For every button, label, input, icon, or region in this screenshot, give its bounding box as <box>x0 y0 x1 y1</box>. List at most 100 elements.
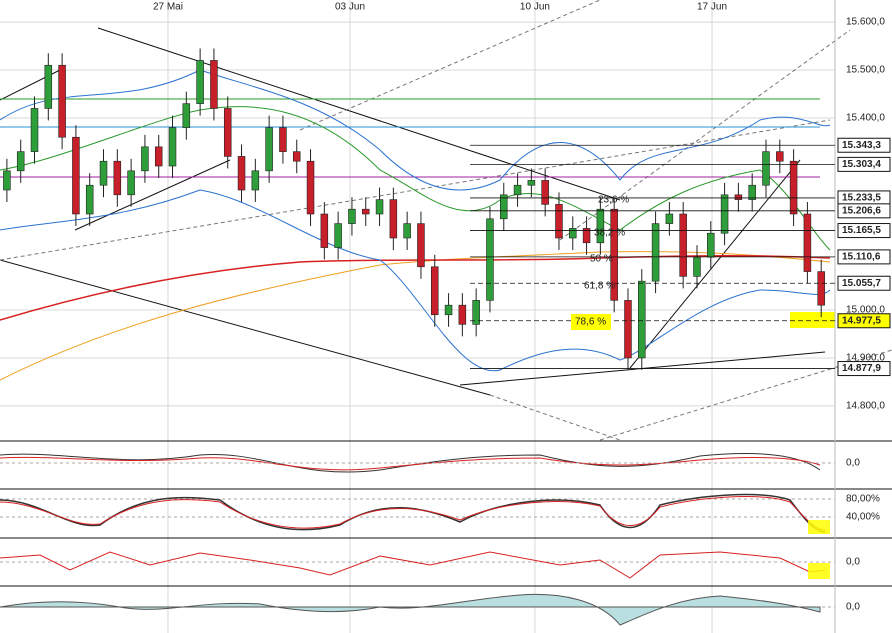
x-tick-label: 27 Mai <box>153 2 183 13</box>
fib-label: 50 % <box>590 254 613 265</box>
moving-average <box>0 251 831 381</box>
candle-body <box>168 127 177 167</box>
macd-line <box>0 453 821 473</box>
candle-body <box>651 223 660 282</box>
level-box <box>837 313 891 329</box>
stochastic <box>0 493 826 533</box>
candle-body <box>527 180 536 186</box>
level-label: 15.303,4 <box>842 159 881 170</box>
fib-label: 23,6 % <box>598 195 629 206</box>
level-label: 15.110,6 <box>842 252 881 263</box>
candle-body <box>320 213 329 248</box>
y-tick-label: 14.800,0 <box>846 401 885 412</box>
stochastic-signal <box>0 496 826 531</box>
trend-line <box>299 0 601 131</box>
y-tick-label: 15.500,0 <box>846 65 885 76</box>
candle-body <box>500 194 508 220</box>
candle-body <box>30 108 39 152</box>
level-label: 15.233,5 <box>842 193 881 204</box>
level-label: 15.343,3 <box>842 140 881 151</box>
indicator-label: 80,00% <box>846 494 880 505</box>
candle-body <box>99 160 108 186</box>
candle-body <box>306 160 315 215</box>
momentum <box>0 551 826 579</box>
y-tick-label: 15.400,0 <box>846 113 885 124</box>
trend-line <box>74 159 231 231</box>
candle-body <box>789 160 798 215</box>
candle-body <box>334 223 342 248</box>
level-box <box>837 361 891 377</box>
fib-label: 78,6 % <box>575 317 606 328</box>
fib-highlight <box>571 314 611 330</box>
level-label: 14.877,9 <box>842 363 881 374</box>
level-box <box>837 137 891 153</box>
x-tick-label: 03 Jun <box>335 2 365 13</box>
fib-label: 38,2 % <box>594 228 625 239</box>
candle-body <box>555 204 563 239</box>
candle-body <box>610 208 618 301</box>
indicator-label: 40,00% <box>846 512 880 523</box>
candle-body <box>292 151 301 162</box>
indicator-label: 0,0 <box>846 458 860 469</box>
candle-body <box>182 103 191 128</box>
candle-body <box>679 213 687 277</box>
candle-body <box>361 208 370 215</box>
moving-average <box>0 255 831 321</box>
candle-body <box>693 256 701 277</box>
candle-body <box>223 108 232 157</box>
candle-body <box>748 184 756 200</box>
highlight <box>808 520 830 534</box>
x-tick-label: 17 Jun <box>697 2 727 13</box>
trend-line <box>489 394 621 441</box>
level-box <box>837 203 891 219</box>
candle-body <box>541 180 549 205</box>
candle-body <box>237 156 246 191</box>
candle-body <box>624 300 632 359</box>
trend-line <box>629 159 801 369</box>
moving-average <box>0 106 831 251</box>
candle-body <box>251 170 260 191</box>
candle-body <box>472 300 480 325</box>
candle-body <box>85 184 94 215</box>
level-label: 14.977,5 <box>842 315 881 326</box>
candle-body <box>127 170 135 196</box>
candle-body <box>458 304 467 325</box>
highlight <box>790 312 835 328</box>
candle-body <box>265 127 273 172</box>
candle-body <box>279 127 287 152</box>
candle-body <box>210 60 218 109</box>
level-label: 15.206,6 <box>842 205 881 216</box>
level-label: 15.165,5 <box>842 225 881 236</box>
candle-body <box>44 64 53 109</box>
level-box <box>837 156 891 172</box>
candle-body <box>389 199 398 239</box>
candle-body <box>638 280 646 359</box>
y-tick-label: 15.600,0 <box>846 17 885 28</box>
level-box <box>837 275 891 291</box>
y-tick-label: 15.000,0 <box>846 305 885 316</box>
bollinger-band <box>0 189 831 372</box>
candle-body <box>665 213 674 224</box>
trend-line <box>559 29 851 241</box>
macd-signal <box>0 456 821 471</box>
candle-body <box>154 146 163 167</box>
candle-body <box>403 223 411 239</box>
candle-body <box>58 64 66 138</box>
candle-body <box>720 194 729 234</box>
candle-body <box>734 194 743 200</box>
x-tick-label: 10 Jun <box>520 2 550 13</box>
candle-body <box>596 208 605 244</box>
level-label: 15.055,7 <box>842 278 881 289</box>
candle-body <box>72 136 80 215</box>
candle-body <box>444 304 453 316</box>
y-tick-label: 14.900,0 <box>846 353 885 364</box>
candle-body <box>431 266 439 316</box>
candle-body <box>569 228 577 239</box>
candle-body <box>196 60 204 104</box>
trend-line <box>0 259 491 396</box>
candle-body <box>141 146 149 172</box>
candle-body <box>375 199 384 215</box>
